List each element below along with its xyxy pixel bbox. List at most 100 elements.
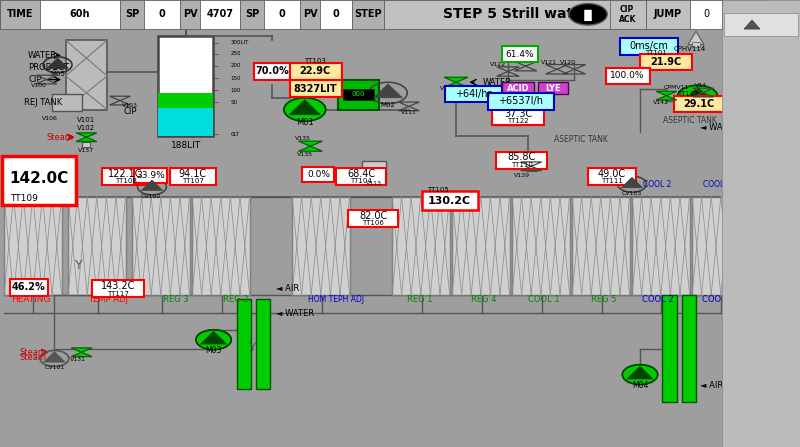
Text: TT109: TT109 — [10, 194, 38, 203]
Bar — [445, 86, 502, 102]
Bar — [682, 295, 696, 402]
Polygon shape — [682, 87, 713, 101]
Text: 188LIT: 188LIT — [170, 141, 201, 150]
Text: TT107: TT107 — [182, 178, 204, 184]
Text: REJ TANK: REJ TANK — [24, 98, 62, 107]
Text: 143.2C: 143.2C — [101, 281, 135, 291]
Polygon shape — [202, 332, 226, 344]
Bar — [646, 0, 690, 29]
Text: TT112: TT112 — [677, 91, 699, 97]
Polygon shape — [290, 100, 321, 115]
Bar — [134, 168, 167, 183]
Polygon shape — [76, 137, 97, 142]
Text: TT103: TT103 — [304, 58, 326, 64]
Bar — [158, 36, 213, 136]
Text: M03: M03 — [206, 346, 222, 355]
Bar — [422, 191, 478, 210]
Text: M05: M05 — [50, 71, 65, 77]
Text: TT106: TT106 — [362, 220, 384, 226]
Text: Y: Y — [249, 341, 257, 354]
Text: 122.1C: 122.1C — [108, 169, 143, 178]
Bar — [144, 0, 180, 29]
Text: V142: V142 — [653, 100, 669, 105]
Text: COOL 2: COOL 2 — [642, 180, 671, 189]
Text: V131: V131 — [70, 357, 86, 362]
Text: 29.1C: 29.1C — [683, 99, 715, 109]
Text: V101: V101 — [78, 117, 95, 123]
Bar — [264, 0, 300, 29]
Polygon shape — [298, 141, 322, 146]
Text: HOM TEPH ADJ: HOM TEPH ADJ — [308, 295, 364, 304]
Bar — [336, 168, 386, 185]
Bar — [492, 108, 544, 125]
Text: TT105: TT105 — [427, 187, 450, 194]
Text: TT104: TT104 — [350, 178, 372, 184]
Text: V135: V135 — [297, 152, 313, 157]
Text: 85.8C: 85.8C — [507, 152, 536, 162]
Text: 150: 150 — [230, 76, 241, 80]
Text: 0: 0 — [333, 9, 339, 19]
Text: 0ms/cm: 0ms/cm — [630, 42, 668, 51]
Text: 94.1C: 94.1C — [178, 169, 207, 178]
Text: CIP
ACK: CIP ACK — [618, 4, 636, 24]
Bar — [292, 197, 350, 295]
Polygon shape — [141, 180, 163, 190]
Bar — [290, 80, 342, 97]
Bar — [620, 38, 678, 55]
Bar — [502, 82, 534, 94]
Bar — [724, 13, 798, 36]
Bar — [66, 40, 107, 110]
Bar — [52, 94, 82, 111]
Text: COOL 1: COOL 1 — [528, 295, 560, 304]
Bar — [82, 142, 90, 147]
Text: TT101: TT101 — [645, 50, 667, 56]
Text: 8327LIT: 8327LIT — [294, 84, 337, 94]
Text: M01: M01 — [296, 118, 314, 127]
Circle shape — [678, 85, 718, 108]
Text: 0: 0 — [158, 9, 166, 19]
Text: CIP: CIP — [28, 75, 42, 84]
Text: ▐▌: ▐▌ — [579, 9, 597, 21]
Text: TEMP ADJ: TEMP ADJ — [88, 295, 128, 304]
Bar — [170, 168, 216, 185]
Text: ASEPTIC TANK: ASEPTIC TANK — [663, 116, 718, 125]
Polygon shape — [656, 96, 677, 100]
Text: Steam: Steam — [46, 133, 74, 142]
Text: TT111: TT111 — [601, 178, 623, 184]
Text: 4707: 4707 — [206, 9, 234, 19]
Bar — [120, 0, 144, 29]
Text: 60h: 60h — [70, 9, 90, 19]
Text: Steam: Steam — [20, 353, 47, 362]
Bar — [0, 0, 40, 29]
Bar — [496, 152, 547, 169]
Text: V139: V139 — [514, 173, 530, 178]
Bar — [538, 82, 568, 94]
Text: COOL 2: COOL 2 — [642, 295, 674, 304]
Text: M04: M04 — [632, 381, 648, 390]
Text: CV103: CV103 — [622, 191, 642, 197]
Bar — [192, 197, 250, 295]
Text: ASEPTIC TANK: ASEPTIC TANK — [554, 135, 608, 144]
Polygon shape — [46, 58, 68, 68]
Text: 22.9C: 22.9C — [299, 66, 331, 76]
Bar — [40, 0, 120, 29]
Text: TT108: TT108 — [114, 178, 137, 184]
Bar — [256, 299, 270, 389]
Text: Y: Y — [74, 259, 82, 273]
Text: 37.3C: 37.3C — [504, 109, 532, 119]
Bar — [158, 108, 213, 136]
Bar — [0, 0, 768, 29]
Bar — [640, 54, 692, 70]
Polygon shape — [71, 352, 92, 357]
Text: 100: 100 — [230, 88, 241, 93]
Bar — [240, 0, 264, 29]
Text: REG 1: REG 1 — [407, 295, 433, 304]
Polygon shape — [656, 91, 677, 96]
Bar — [102, 168, 150, 185]
Bar — [290, 63, 342, 80]
Bar — [526, 164, 537, 171]
Bar — [343, 89, 374, 100]
Text: 70.0%: 70.0% — [255, 66, 289, 76]
Text: ◄ AIR: ◄ AIR — [700, 381, 723, 390]
Text: 50: 50 — [230, 100, 238, 105]
